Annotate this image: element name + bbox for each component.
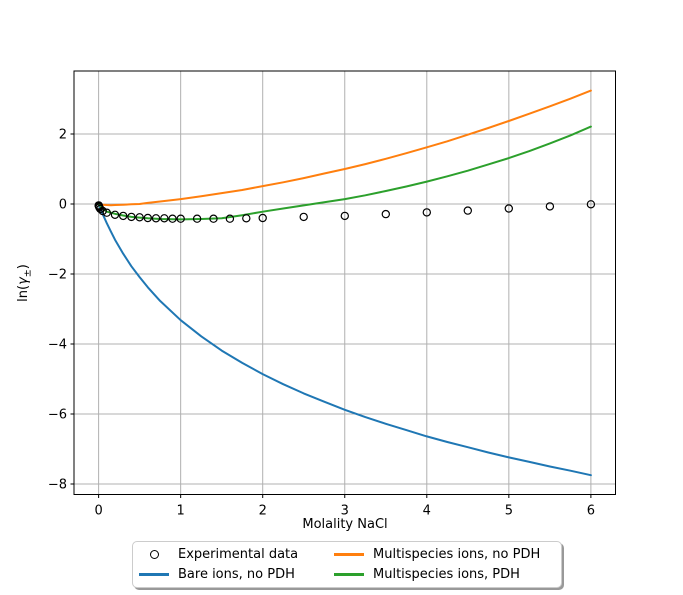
legend-item-multispecies-no-pdh: Multispecies ions, no PDH bbox=[334, 544, 553, 564]
x-tick-label: 0 bbox=[94, 504, 102, 519]
y-tick-label: −4 bbox=[48, 338, 67, 353]
line-marker-icon bbox=[139, 573, 169, 576]
legend-item-multispecies-pdh: Multispecies ions, PDH bbox=[334, 565, 553, 585]
legend-handle bbox=[334, 553, 364, 556]
data-point-experimental-data bbox=[381, 209, 390, 219]
data-point-experimental-data bbox=[160, 214, 169, 223]
y-tick-label: −6 bbox=[48, 408, 67, 423]
legend-label-multispecies-no-pdh: Multispecies ions, no PDH bbox=[373, 546, 541, 562]
line-marker-icon bbox=[334, 573, 364, 576]
data-point-experimental-data bbox=[110, 210, 120, 219]
y-tick-label: −8 bbox=[48, 478, 67, 493]
data-point-experimental-data bbox=[545, 202, 555, 211]
legend-item-experimental-data: Experimental data bbox=[139, 544, 334, 564]
data-point-experimental-data bbox=[586, 200, 596, 209]
x-tick-label: 3 bbox=[341, 504, 349, 519]
data-point-experimental-data bbox=[299, 212, 308, 222]
legend-label-bare-ions-no-pdh: Bare ions, no PDH bbox=[178, 567, 295, 583]
legend: Experimental data Multispecies ions, no … bbox=[132, 541, 562, 588]
data-point-experimental-data bbox=[96, 204, 105, 214]
data-point-experimental-data bbox=[176, 214, 185, 223]
data-point-experimental-data bbox=[192, 214, 202, 223]
data-point-experimental-data bbox=[98, 206, 107, 216]
legend-handle bbox=[139, 549, 169, 559]
markers-layer bbox=[94, 200, 596, 223]
curve-multispecies-ions-no-pdh bbox=[97, 89, 592, 207]
y-axis-label: ln(γ±) bbox=[16, 264, 34, 302]
data-point-experimental-data bbox=[340, 211, 349, 221]
legend-label-experimental-data: Experimental data bbox=[178, 546, 299, 562]
data-point-experimental-data bbox=[143, 213, 152, 223]
legend-handle bbox=[334, 573, 364, 576]
data-point-experimental-data bbox=[135, 213, 144, 222]
data-point-experimental-data bbox=[127, 212, 136, 222]
x-tick-label: 1 bbox=[177, 504, 185, 519]
data-point-experimental-data bbox=[258, 213, 267, 223]
data-point-experimental-data bbox=[422, 208, 431, 217]
y-tick-label: 0 bbox=[59, 198, 67, 213]
data-point-experimental-data bbox=[225, 214, 235, 223]
open-circle-marker-icon bbox=[149, 549, 159, 559]
curve-multispecies-ions-pdh bbox=[97, 125, 592, 221]
line-marker-icon bbox=[334, 553, 364, 556]
y-tick-label: −2 bbox=[48, 268, 67, 283]
legend-item-bare-ions-no-pdh: Bare ions, no PDH bbox=[139, 565, 334, 585]
x-tick-label: 2 bbox=[259, 504, 267, 519]
legend-label-multispecies-pdh: Multispecies ions, PDH bbox=[373, 567, 520, 583]
curve-bare-ions-no-pdh bbox=[97, 203, 592, 477]
x-tick-label: 4 bbox=[423, 504, 431, 519]
data-point-experimental-data bbox=[168, 214, 177, 223]
data-point-experimental-data bbox=[209, 214, 218, 223]
curves-layer bbox=[97, 89, 592, 477]
x-tick-label: 6 bbox=[587, 504, 595, 519]
data-point-experimental-data bbox=[118, 211, 128, 221]
y-tick-label: 2 bbox=[59, 128, 67, 143]
x-tick-label: 5 bbox=[505, 504, 513, 519]
data-point-experimental-data bbox=[463, 206, 472, 215]
axes-layer: 0 1 2 3 4 5 6 −8 −6 −4 −2 0 2 bbox=[48, 70, 616, 519]
legend-handle bbox=[139, 573, 169, 576]
data-point-experimental-data bbox=[504, 204, 513, 213]
data-point-experimental-data bbox=[242, 214, 251, 223]
grid-layer bbox=[74, 71, 616, 495]
data-point-experimental-data bbox=[102, 208, 112, 217]
x-axis-label: Molality NaCl bbox=[302, 517, 387, 532]
data-point-experimental-data bbox=[151, 214, 161, 223]
